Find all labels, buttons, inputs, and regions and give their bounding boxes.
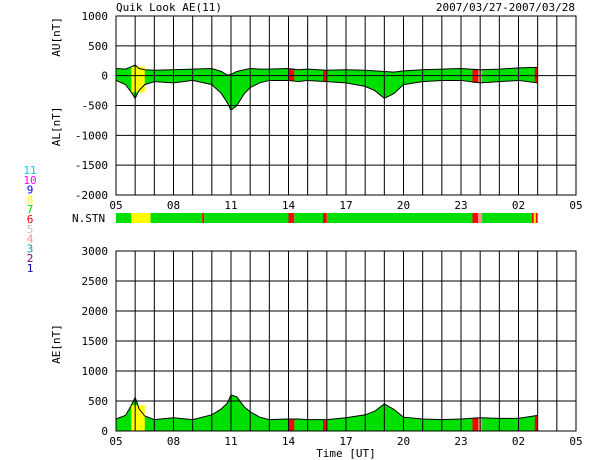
- y-tick-label: 2500: [82, 275, 109, 288]
- x-tick-label: 05: [569, 435, 582, 448]
- status-overlay-1: [288, 419, 295, 431]
- nstn-segment-1: [131, 213, 151, 223]
- legend-entry-7: 7: [27, 203, 34, 216]
- legend-entry-8: 8: [27, 193, 34, 206]
- legend-entry-11: 11: [23, 164, 36, 177]
- legend-entry-3: 3: [27, 242, 34, 255]
- legend-entry-9: 9: [27, 184, 34, 197]
- status-overlay-0: [131, 66, 145, 93]
- legend-entry-6: 6: [27, 213, 34, 226]
- plot-frame: [115, 250, 577, 432]
- status-overlay-5: [534, 67, 538, 83]
- nstn-segment-14: [535, 213, 538, 223]
- x-tick-label: 17: [339, 435, 352, 448]
- date-range: 2007/03/27-2007/03/28: [436, 1, 575, 14]
- au-axis-label: AU[nT]: [50, 17, 63, 57]
- y-tick-label: 500: [88, 40, 108, 53]
- legend-entry-10: 10: [23, 174, 36, 187]
- x-tick-label: 20: [397, 435, 410, 448]
- y-tick-label: 2000: [82, 305, 109, 318]
- x-tick-label: 08: [167, 435, 180, 448]
- x-tick-label: 05: [109, 435, 122, 448]
- y-tick-label: -2000: [75, 189, 108, 202]
- nstn-segment-6: [294, 213, 323, 223]
- y-tick-label: 1000: [82, 365, 109, 378]
- x-tick-label: 02: [512, 199, 525, 212]
- nstn-segment-4: [204, 213, 289, 223]
- nstn-segment-5: [288, 213, 295, 223]
- aual-area: [116, 64, 538, 111]
- x-tick-label: 23: [454, 199, 467, 212]
- x-tick-label: 05: [569, 199, 582, 212]
- status-overlay-2: [323, 419, 327, 431]
- legend-entry-4: 4: [27, 233, 34, 246]
- station-count-bar: N.STN: [72, 212, 538, 225]
- legend-entry-2: 2: [27, 252, 34, 265]
- al-line: [115, 79, 538, 112]
- y-tick-label: 0: [101, 425, 108, 438]
- plot-frame: [115, 15, 577, 196]
- y-tick-label: -1500: [75, 159, 108, 172]
- chart-title: Quik Look AE(11): [116, 1, 222, 14]
- x-tick-label: 23: [454, 435, 467, 448]
- nstn-segment-10: [478, 213, 483, 223]
- nstn-segment-7: [323, 213, 327, 223]
- au-line: [115, 64, 538, 76]
- ae-line: [115, 394, 538, 421]
- x-tick-label: 02: [512, 435, 525, 448]
- x-axis-label: Time [UT]: [316, 447, 376, 460]
- x-tick-label: 14: [282, 435, 296, 448]
- nstn-label: N.STN: [72, 212, 105, 225]
- nstn-segment-0: [116, 213, 132, 223]
- x-tick-label: 05: [109, 199, 122, 212]
- ae-area: [116, 395, 538, 431]
- nstn-segment-9: [472, 213, 479, 223]
- y-tick-label: 3000: [82, 245, 109, 258]
- y-tick-label: 0: [101, 70, 108, 83]
- ae-axis-label: AE[nT]: [50, 324, 63, 364]
- legend-entry-5: 5: [27, 223, 34, 236]
- nstn-segment-12: [531, 213, 534, 223]
- x-tick-label: 11: [224, 435, 237, 448]
- al-axis-label: AL[nT]: [50, 107, 63, 147]
- y-tick-label: 1500: [82, 335, 109, 348]
- nstn-segment-2: [150, 213, 203, 223]
- x-tick-label: 11: [224, 199, 237, 212]
- x-tick-label: 20: [397, 199, 410, 212]
- status-overlay-1: [288, 68, 295, 81]
- status-overlay-5: [534, 415, 538, 431]
- status-overlay-3: [472, 417, 479, 431]
- x-tick-label: 14: [282, 199, 296, 212]
- status-overlay-0: [131, 405, 145, 431]
- nstn-segment-3: [202, 213, 205, 223]
- y-tick-label: -1000: [75, 129, 108, 142]
- y-tick-label: 1000: [82, 10, 109, 23]
- nstn-segment-11: [482, 213, 532, 223]
- status-overlay-3: [472, 69, 479, 83]
- legend-entry-1: 1: [27, 262, 34, 275]
- nstn-segment-8: [326, 213, 473, 223]
- x-tick-label: 08: [167, 199, 180, 212]
- y-tick-label: 500: [88, 395, 108, 408]
- x-tick-label: 17: [339, 199, 352, 212]
- y-tick-label: -500: [82, 100, 109, 113]
- nstn-segment-13: [533, 213, 536, 223]
